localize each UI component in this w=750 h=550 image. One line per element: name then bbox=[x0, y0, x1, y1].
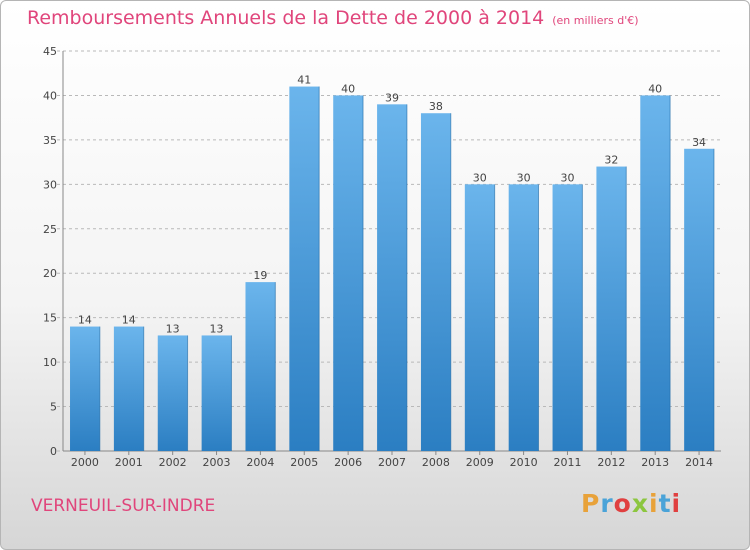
bar-2011 bbox=[552, 184, 583, 452]
y-tick-label: 0 bbox=[50, 445, 57, 458]
x-tick-label: 2006 bbox=[334, 456, 362, 469]
x-tick-label: 2012 bbox=[597, 456, 625, 469]
y-tick-label: 30 bbox=[43, 178, 57, 191]
bar-2001 bbox=[113, 326, 144, 451]
chart-title: Remboursements Annuels de la Dette de 20… bbox=[27, 7, 639, 29]
data-label: 38 bbox=[429, 100, 443, 113]
y-tick-label: 35 bbox=[43, 134, 57, 147]
x-tick-label: 2000 bbox=[71, 456, 99, 469]
y-tick-label: 15 bbox=[43, 312, 57, 325]
x-tick-label: 2004 bbox=[246, 456, 274, 469]
bar-2004 bbox=[245, 282, 276, 451]
y-tick-label: 40 bbox=[43, 89, 57, 102]
bar-2005 bbox=[289, 86, 320, 452]
data-label: 39 bbox=[385, 91, 399, 104]
x-tick-label: 2010 bbox=[510, 456, 538, 469]
bar-2010 bbox=[508, 184, 539, 452]
x-tick-label: 2008 bbox=[422, 456, 450, 469]
y-tick-label: 45 bbox=[43, 45, 57, 58]
bar-2006 bbox=[333, 95, 364, 451]
logo-letter: P bbox=[581, 489, 601, 518]
city-name: VERNEUIL-SUR-INDRE bbox=[31, 496, 216, 516]
x-tick-label: 2009 bbox=[466, 456, 494, 469]
bar-2002 bbox=[157, 335, 188, 451]
data-label: 41 bbox=[297, 74, 311, 87]
data-label: 34 bbox=[692, 136, 706, 149]
x-tick-label: 2014 bbox=[685, 456, 713, 469]
bar-2003 bbox=[201, 335, 232, 451]
logo-letter: x bbox=[631, 489, 649, 518]
data-label: 40 bbox=[648, 82, 662, 95]
data-label: 14 bbox=[122, 314, 136, 327]
y-tick-label: 5 bbox=[50, 401, 57, 414]
chart-title-text: Remboursements Annuels de la Dette de 20… bbox=[27, 7, 545, 29]
x-tick-label: 2013 bbox=[641, 456, 669, 469]
data-label: 30 bbox=[517, 171, 531, 184]
data-label: 30 bbox=[560, 171, 574, 184]
y-tick-label: 10 bbox=[43, 356, 57, 369]
bar-2014 bbox=[684, 148, 714, 451]
data-label: 14 bbox=[78, 314, 92, 327]
data-label: 30 bbox=[473, 171, 487, 184]
x-tick-label: 2002 bbox=[159, 456, 187, 469]
data-label: 13 bbox=[210, 322, 224, 335]
bar-2007 bbox=[377, 104, 407, 451]
data-label: 19 bbox=[253, 269, 267, 282]
logo-letter: i bbox=[649, 489, 659, 518]
x-tick-label: 2007 bbox=[378, 456, 406, 469]
y-tick-label: 20 bbox=[43, 267, 57, 280]
logo-letter: i bbox=[671, 489, 682, 518]
x-tick-label: 2001 bbox=[115, 456, 143, 469]
chart-subtitle: (en milliers d'€) bbox=[552, 14, 639, 27]
bar-2008 bbox=[420, 113, 451, 451]
proxiti-logo: Proxiti bbox=[581, 489, 681, 518]
x-tick-label: 2011 bbox=[553, 456, 581, 469]
logo-letter: o bbox=[613, 489, 632, 518]
bar-2009 bbox=[464, 184, 495, 452]
data-label: 32 bbox=[604, 154, 618, 167]
logo-letter: r bbox=[600, 489, 614, 518]
bar-2013 bbox=[640, 95, 671, 451]
x-tick-label: 2005 bbox=[290, 456, 318, 469]
data-label: 40 bbox=[341, 82, 355, 95]
bar-2000 bbox=[70, 326, 100, 451]
y-tick-label: 25 bbox=[43, 223, 57, 236]
x-tick-label: 2003 bbox=[203, 456, 231, 469]
data-label: 13 bbox=[166, 322, 180, 335]
bar-2012 bbox=[596, 166, 627, 452]
logo-letter: t bbox=[658, 489, 672, 518]
